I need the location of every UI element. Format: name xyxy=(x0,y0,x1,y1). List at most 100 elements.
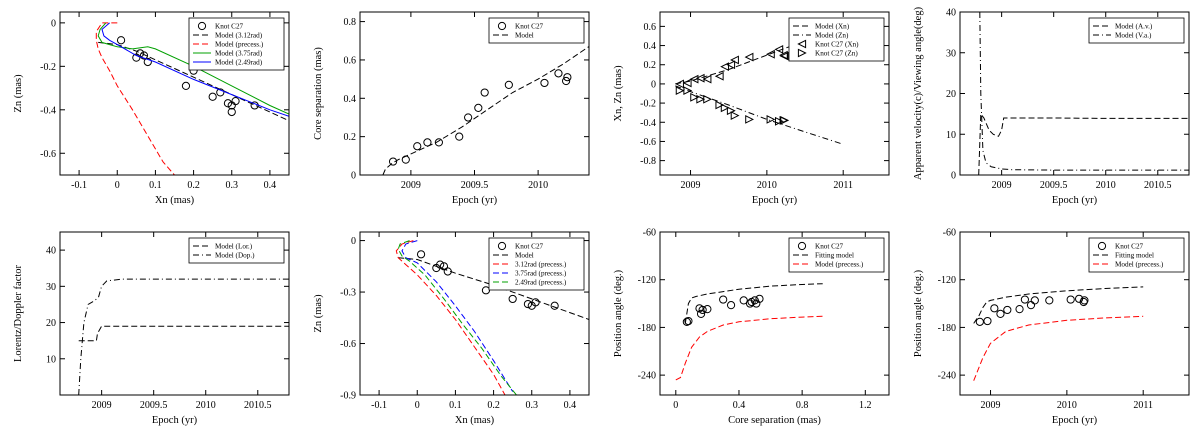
x-tick-label: 0.3 xyxy=(226,180,239,191)
legend-label: Model (Dop.) xyxy=(215,252,255,260)
x-tick-label: 0.8 xyxy=(796,400,809,411)
chart-svg-p3: 2009 2010 2011 0.6 0.4 0.2 0 -0.2 -0.4 -0.6 -0.8 Ep… xyxy=(613,11,890,206)
legend-box xyxy=(1088,17,1185,44)
chart-panel-p1: -0.1 0 0.1 0.2 0.3 0.4 0 -0.2 -0.4 -0.6 Xn (mas) Zn… xyxy=(5,0,295,220)
plot-frame xyxy=(659,231,890,396)
legend-label: Model (V.a.) xyxy=(1115,32,1152,40)
x-tick-label: 0.2 xyxy=(487,400,500,411)
y-tick-label: 0 xyxy=(51,18,56,29)
x-axis-label: Core separation (mas) xyxy=(728,415,821,426)
chart-panel-p2: 2009 2009.5 2010 0 0.2 0.4 0.6 0.8 Epoch (yr) Cor… xyxy=(305,0,595,220)
legend-label: Knot C27 xyxy=(515,243,544,251)
legend-label: Fitting model xyxy=(815,252,854,260)
chart-svg-p5: 2009 2009.5 2010 2010.5 10 20 30 40 Epoch (yr) Lo… xyxy=(13,231,290,426)
data-point xyxy=(562,76,571,86)
legend-label: Model (Xn) xyxy=(815,23,850,31)
data-point xyxy=(696,94,706,104)
data-point xyxy=(1080,296,1089,305)
plot-frame xyxy=(959,11,1190,176)
chart-svg-p4: 2009 2009.5 2010 2010.5 0 10 20 30 40 Epoch (yr) A… xyxy=(913,6,1190,206)
data-point xyxy=(550,301,559,310)
plot-frame xyxy=(359,231,590,396)
data-point xyxy=(416,250,426,259)
data-point xyxy=(766,114,776,124)
data-point xyxy=(703,94,713,104)
data-point xyxy=(1020,295,1029,304)
y-axis-label: Zn (mas) xyxy=(313,294,324,333)
y-tick-label: -120 xyxy=(938,275,956,286)
data-point xyxy=(780,115,790,125)
data-point xyxy=(540,78,549,88)
y-tick-label: -240 xyxy=(938,371,956,382)
data-point xyxy=(719,295,728,304)
plot-frame xyxy=(959,231,1190,396)
x-tick-label: 0.4 xyxy=(564,400,577,411)
x-tick-label: 2010 xyxy=(528,180,548,191)
y-tick-label: 0.6 xyxy=(344,55,357,66)
legend-marker xyxy=(197,21,207,31)
y-tick-label: 30 xyxy=(46,282,56,293)
y-tick-label: 0 xyxy=(651,79,656,90)
plot-frame xyxy=(59,231,290,396)
x-tick-label: 2009 xyxy=(981,400,1001,411)
data-point xyxy=(1026,301,1036,310)
legend-label: Fitting model xyxy=(1115,252,1154,260)
data-point xyxy=(774,116,784,126)
legend-label: Model (3.75rad) xyxy=(215,50,263,58)
y-tick-label: -60 xyxy=(643,228,656,239)
data-point xyxy=(720,103,730,113)
y-tick-label: -180 xyxy=(638,323,656,334)
x-tick-label: 2011 xyxy=(833,180,853,191)
x-tick-label: -0.1 xyxy=(371,400,387,411)
y-axis-label: Position angle (deg.) xyxy=(913,269,924,357)
data-point xyxy=(715,100,725,110)
data-point xyxy=(739,296,748,305)
plot-area xyxy=(978,12,1189,175)
legend-label: Model (3.12rad) xyxy=(215,32,263,40)
data-point xyxy=(181,81,191,90)
data-point xyxy=(779,51,789,61)
data-point xyxy=(684,316,693,326)
series-line-2 xyxy=(973,315,1144,381)
legend-box xyxy=(188,17,285,71)
chart-panel-p8: 2009 2010 2011 -60 -120 -180 -240 Epoch (yr) Pos… xyxy=(905,220,1195,440)
x-tick-label: 2009 xyxy=(992,180,1012,191)
chart-panel-p7: 0 0.4 0.8 1.2 -60 -120 -180 -240 Core separation… xyxy=(605,220,895,440)
y-tick-label: 40 xyxy=(46,246,56,257)
x-tick-label: 0.1 xyxy=(149,180,162,191)
plot-area xyxy=(78,278,289,395)
data-point xyxy=(990,304,999,313)
series-line-1 xyxy=(78,278,289,395)
x-axis-label: Epoch (yr) xyxy=(452,195,498,206)
chart-panel-p6: -0.1 0 0.1 0.2 0.3 0.4 0 -0.3 -0.6 -0.9 Xn (mas) Zn… xyxy=(305,220,595,440)
plot-frame xyxy=(659,11,890,176)
data-point xyxy=(474,103,483,112)
x-tick-label: 0.4 xyxy=(733,400,746,411)
x-tick-label: 1.2 xyxy=(859,400,872,411)
y-tick-label: -0.6 xyxy=(340,339,356,350)
legend-label: Knot C27 xyxy=(215,23,244,31)
data-point xyxy=(690,92,700,102)
chart-svg-p8: 2009 2010 2011 -60 -120 -180 -240 Epoch (yr) Pos… xyxy=(913,228,1190,426)
legend-marker xyxy=(497,21,507,31)
data-point xyxy=(481,286,491,295)
plot-area xyxy=(382,46,589,175)
legend-label: 2.49rad (precess.) xyxy=(515,279,567,287)
y-axis-label: Lorentz/Doppler factor xyxy=(13,264,24,362)
x-tick-label: 0 xyxy=(673,400,678,411)
data-point xyxy=(1030,296,1039,305)
data-point xyxy=(975,317,984,326)
series-line-2 xyxy=(675,25,844,85)
series-line-4 xyxy=(101,22,289,117)
data-point xyxy=(1066,295,1075,304)
data-point xyxy=(702,74,712,84)
y-tick-label: -0.3 xyxy=(340,288,356,299)
y-tick-label: 0.4 xyxy=(644,41,657,52)
chart-panel-p5: 2009 2009.5 2010 2010.5 10 20 30 40 Epoch (yr) Lo… xyxy=(5,220,295,440)
y-tick-label: -120 xyxy=(638,275,656,286)
legend-label: Model (2.49rad) xyxy=(215,59,263,67)
legend-label: 3.75rad (precess.) xyxy=(515,270,567,278)
